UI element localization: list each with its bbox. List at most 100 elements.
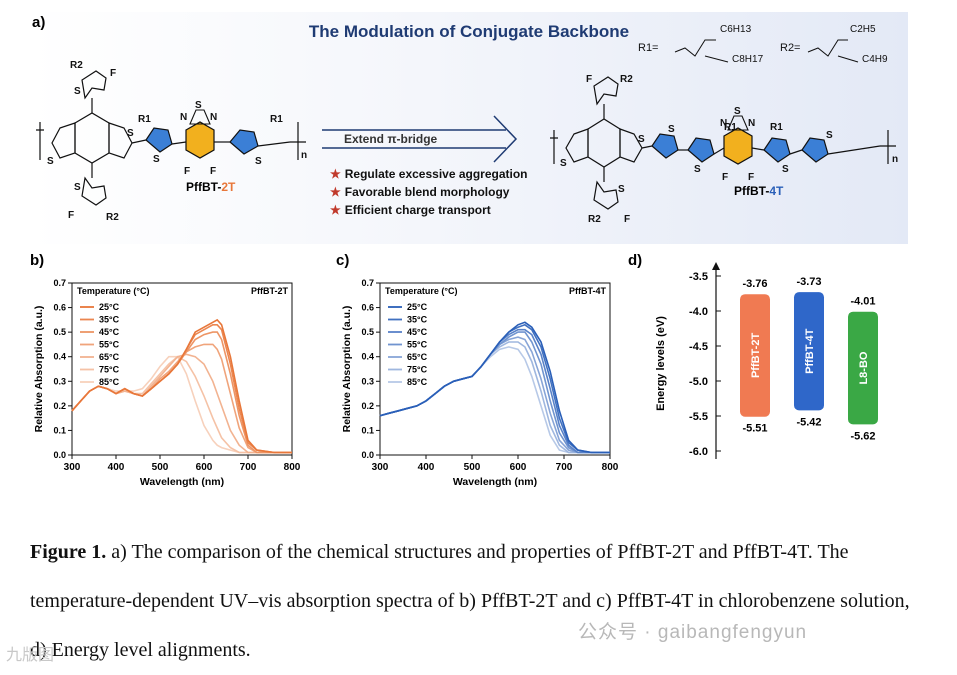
lumo-label: -3.73	[796, 276, 821, 288]
x-tick-label: 800	[284, 462, 300, 473]
legend-entry: 85°C	[99, 377, 120, 387]
legend-entry: 75°C	[99, 365, 120, 375]
atom-s: S	[618, 184, 625, 195]
atom-s: S	[127, 128, 134, 139]
legend-entry: 35°C	[99, 315, 120, 325]
atom-s: S	[694, 164, 701, 175]
x-tick-label: 300	[372, 462, 389, 473]
atom-f: F	[68, 210, 74, 221]
energy-bar	[740, 294, 770, 417]
watermark: 公众号 · gaibangfengyun	[578, 622, 808, 643]
x-tick-label: 600	[196, 462, 213, 473]
atom-s: S	[826, 130, 833, 141]
atom-n: N	[180, 112, 187, 123]
y-tick-label: 0.1	[53, 425, 66, 435]
y-tick-label: -4.5	[689, 341, 708, 353]
pffbt-2t-structure: S S S F R2 S F R2 S R1 S N N F F S R1 n	[36, 60, 307, 223]
legend-entry: 25°C	[407, 302, 428, 312]
r2-group-bottom: C4H9	[862, 54, 888, 65]
atom-n: N	[748, 118, 755, 129]
atom-s: S	[638, 134, 645, 145]
atom-r2: R2	[588, 214, 601, 225]
y-tick-label: 0.4	[53, 352, 66, 362]
atom-n: n	[301, 150, 307, 161]
legend-entry: 35°C	[407, 315, 428, 325]
pffbt-4t-structure: S S F R2 S R2 F S S R1 S N N F F S R1 S …	[550, 74, 898, 225]
atom-f: F	[586, 74, 592, 85]
legend-entry: 55°C	[99, 340, 120, 350]
series-line	[71, 331, 292, 454]
polymer-4t-name: PffBT-4T	[734, 184, 784, 198]
atom-r1: R1	[138, 114, 151, 125]
y-tick-label: -3.5	[689, 271, 708, 283]
x-tick-label: 700	[240, 462, 257, 473]
y-tick-label: 0.7	[361, 278, 374, 288]
atom-s: S	[153, 154, 160, 165]
legend-entry: 55°C	[407, 340, 428, 350]
series-line	[379, 321, 610, 454]
atom-s: S	[195, 100, 202, 111]
legend-entry: 75°C	[407, 365, 428, 375]
caption-text: a) The comparison of the chemical struct…	[30, 541, 910, 661]
y-axis-label: Relative Absorption (a.u.)	[341, 306, 353, 433]
atom-s: S	[734, 106, 741, 117]
plot-frame	[71, 282, 293, 456]
atom-f: F	[210, 166, 216, 177]
y-tick-label: 0.7	[53, 278, 66, 288]
legend-entry: 45°C	[99, 327, 120, 337]
lumo-label: -3.76	[742, 278, 767, 290]
homo-label: -5.51	[742, 423, 767, 435]
polymer-2t-name: PffBT-2T	[186, 180, 236, 194]
y-tick-label: 0.2	[53, 401, 66, 411]
atom-f: F	[624, 214, 630, 225]
x-tick-label: 500	[152, 462, 169, 473]
y-tick-label: -4.0	[689, 306, 708, 318]
x-tick-label: 400	[108, 462, 125, 473]
r2-definition-label: R2=	[780, 42, 801, 54]
panel-c-label: c)	[336, 252, 350, 269]
y-tick-label: -6.0	[689, 446, 708, 458]
panel-a-label: a)	[32, 14, 46, 31]
series-line	[379, 331, 610, 454]
atom-s: S	[255, 156, 262, 167]
y-tick-label: 0.2	[361, 401, 374, 411]
y-tick-label: 0.0	[361, 450, 374, 460]
bar-name: PffBT-2T	[750, 333, 762, 379]
legend-entry: 65°C	[99, 352, 120, 362]
legend-entry: 25°C	[99, 302, 120, 312]
absorption-chart-4t: 300 400 500 600 700 800 0.0 0.1 0.2 0.3 0.4 0.5 0.6 0…	[341, 278, 618, 488]
y-axis-label: Energy levels (eV)	[655, 316, 667, 411]
feature-item: ★ Favorable blend morphology	[330, 185, 510, 199]
corner-watermark: 九版图	[6, 647, 55, 664]
y-tick-label: 0.5	[53, 327, 66, 337]
atom-n: N	[720, 118, 727, 129]
y-tick-label: 0.6	[53, 303, 66, 313]
atom-s: S	[47, 156, 54, 167]
legend-entry: 45°C	[407, 327, 428, 337]
panel-d-label: d)	[628, 252, 643, 269]
atom-r1: R1	[724, 122, 737, 133]
legend-title: Temperature (°C)	[385, 286, 457, 296]
energy-level-chart: -3.5 -4.0 -4.5 -5.0 -5.5 -6.0 Energy levels (e…	[655, 262, 878, 459]
atom-r2: R2	[106, 212, 119, 223]
x-tick-label: 400	[418, 462, 435, 473]
y-tick-label: 0.0	[53, 450, 66, 460]
bar-name: L8-BO	[858, 351, 870, 384]
y-tick-label: 0.4	[361, 352, 374, 362]
feature-item: ★ Regulate excessive aggregation	[330, 167, 528, 181]
absorption-chart-2t: 300 400 500 600 700 800 0.0 0.1 0.2 0.3 0.4 0.5 0.6 0…	[33, 278, 300, 488]
feature-item: ★ Efficient charge transport	[330, 203, 491, 217]
chart-title: PffBT-2T	[251, 286, 289, 296]
legend-entry: 65°C	[407, 352, 428, 362]
extend-arrow	[322, 115, 518, 163]
r-group-chains	[674, 39, 859, 63]
atom-s: S	[74, 86, 81, 97]
legend-entry: 85°C	[407, 377, 428, 387]
y-axis-label: Relative Absorption (a.u.)	[33, 306, 45, 433]
y-tick-label: 0.6	[361, 303, 374, 313]
atom-r2: R2	[620, 74, 633, 85]
y-tick-label: 0.3	[53, 376, 66, 386]
x-tick-label: 500	[464, 462, 481, 473]
series-line	[379, 346, 610, 454]
x-tick-label: 600	[510, 462, 527, 473]
